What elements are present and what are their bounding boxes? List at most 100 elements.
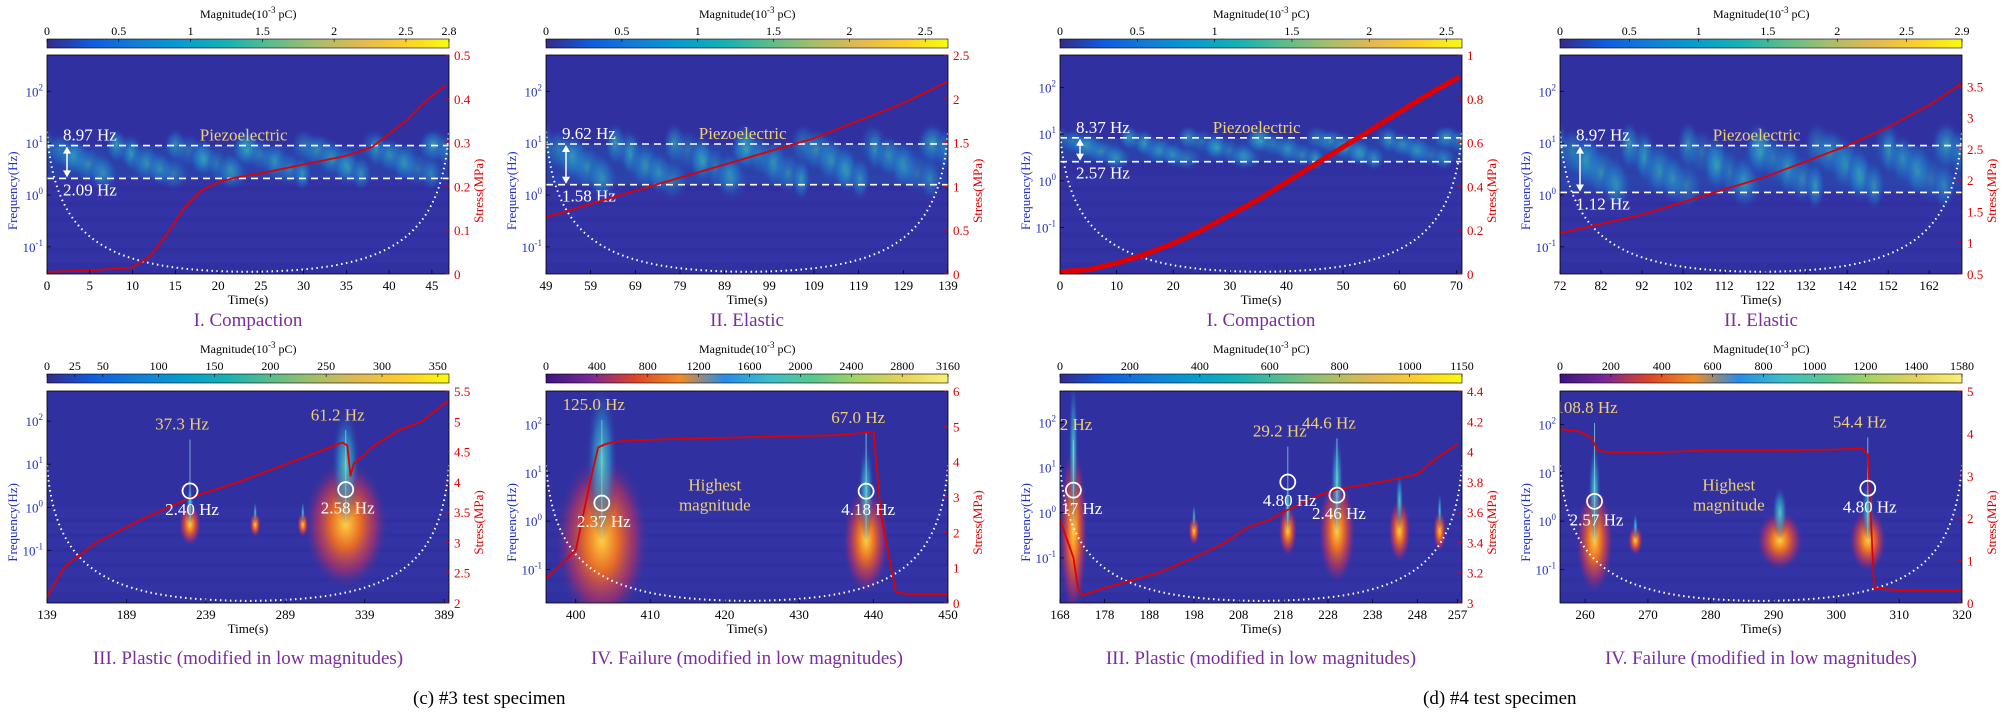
field-texture <box>1060 581 1462 593</box>
plot-area: 37.3 Hz 2.40 Hz 61.2 Hz 2.58 Hz <box>47 399 449 602</box>
y-tick-label: 101 <box>26 134 44 151</box>
x-tick-label: 198 <box>1184 607 1204 622</box>
y2-tick-label: 1 <box>1467 48 1474 63</box>
band-blob <box>87 155 120 192</box>
y2-tick-label: 1 <box>1967 236 1974 251</box>
y2-tick-label: 1 <box>953 179 960 194</box>
y2-tick-label: 5 <box>953 419 960 434</box>
field-texture <box>546 537 948 548</box>
colorbar-tick-label: 2.5 <box>1899 24 1914 38</box>
field-texture <box>47 236 449 248</box>
y-axis-stress: 0 1 2 3 4 5 6 Stress(MPa) <box>944 384 985 611</box>
x-tick-label: 45 <box>425 278 438 293</box>
colorbar-label: Magnitude(10-3 pC) <box>1213 5 1310 21</box>
y-tick-label: 10-1 <box>23 238 44 255</box>
y2-axis-label: Stress(MPa) <box>1984 490 1999 554</box>
colorbar-tick-label: 2 <box>1834 24 1840 38</box>
colorbar: Magnitude(10-3 pC) 0 25 50 100 150 200 250 300 35… <box>44 340 450 384</box>
colorbar-tick-label: 400 <box>588 359 606 373</box>
x-tick-label: 142 <box>1837 278 1857 293</box>
x-tick-label: 112 <box>1715 278 1734 293</box>
colorbar-tick-label: 2.5 <box>1439 24 1454 38</box>
cone-of-influence <box>1060 131 1462 273</box>
y2-axis-label: Stress(MPa) <box>471 159 486 223</box>
field-texture <box>1060 252 1462 264</box>
y2-tick-label: 0.4 <box>1467 179 1484 194</box>
band-name-label: Piezoelectric <box>1713 126 1801 145</box>
x-axis-label: Time(s) <box>727 621 768 636</box>
colorbar: Magnitude(10-3 pC) 0 200 400 600 800 1000 1150 <box>1057 340 1474 384</box>
colorbar: Magnitude(10-3 pC) 0 200 400 600 800 1000 1200 1… <box>1557 340 1974 384</box>
colorbar-tick-label: 1.5 <box>255 24 270 38</box>
y2-tick-label: 2 <box>953 525 960 540</box>
peak-annotation-1: 54.4 Hz 4.80 Hz <box>1833 412 1897 516</box>
peak-circle <box>1859 479 1877 497</box>
y2-tick-label: 3.2 <box>1467 566 1483 581</box>
colorbar-strip <box>1559 38 1963 49</box>
y-axis-stress: 3 3.2 3.4 3.6 3.8 4 4.2 4.4 Stress(MPa) <box>1458 384 1499 611</box>
x-axis: 0 10 20 30 40 50 60 70 Time(s) <box>1057 270 1463 307</box>
peak-2 <box>249 500 261 538</box>
colorbar-tick-label: 1150 <box>1450 359 1474 373</box>
y-tick-label: 102 <box>1039 79 1057 96</box>
colorbar-tick-label: 1 <box>1696 24 1702 38</box>
band-arrow-head <box>1576 184 1584 192</box>
colorbar-tick-label: 0 <box>543 359 549 373</box>
y2-tick-label: 3 <box>953 490 960 505</box>
y-tick-label: 100 <box>525 512 543 529</box>
band-upper-label: 8.37 Hz <box>1076 118 1130 137</box>
band-blob <box>1100 145 1133 172</box>
y2-tick-label: 2 <box>454 596 461 611</box>
y2-tick-label: 1 <box>953 561 960 576</box>
x-tick-label: 15 <box>169 278 182 293</box>
colorbar-tick-label: 0 <box>1057 359 1063 373</box>
y2-tick-label: 1.5 <box>953 136 969 151</box>
y-tick-label: 102 <box>525 82 543 99</box>
band-upper-label: 8.97 Hz <box>1576 126 1630 145</box>
colorbar-tick-label: 600 <box>1261 359 1279 373</box>
colorbar-label: Magnitude(10-3 pC) <box>699 340 796 356</box>
colorbar-tick-label: 0.5 <box>614 24 629 38</box>
colorbar-tick-label: 0 <box>44 24 50 38</box>
colorbar-tick-label: 0 <box>44 359 50 373</box>
y-axis-frequency: 10-1 100 101 102 Frequency(Hz) <box>1518 82 1564 255</box>
y2-tick-label: 2.5 <box>1967 142 1983 157</box>
x-tick-label: 168 <box>1050 607 1070 622</box>
field-texture <box>47 507 449 519</box>
y-tick-label: 101 <box>1539 464 1557 481</box>
piezo-band <box>1560 119 1962 212</box>
x-tick-label: 152 <box>1878 278 1898 293</box>
field-texture <box>546 252 948 264</box>
y-axis-frequency: 10-1 100 101 102 Frequency(Hz) <box>504 82 550 255</box>
colorbar-tick-label: 2800 <box>890 359 914 373</box>
x-tick-label: 30 <box>297 278 310 293</box>
colorbar-tick-label: 0 <box>543 24 549 38</box>
colorbar-label: Magnitude(10-3 pC) <box>699 5 796 21</box>
colorbar-tick-label: 2.9 <box>1955 24 1970 38</box>
y2-tick-label: 0.6 <box>1467 136 1484 151</box>
peak-0 <box>178 439 202 547</box>
y-tick-label: 101 <box>1039 125 1057 142</box>
x-tick-label: 59 <box>584 278 597 293</box>
x-axis-label: Time(s) <box>1741 292 1782 307</box>
highest-magnitude-label: Highest magnitude <box>1693 476 1765 515</box>
peak-hotspot <box>249 511 261 538</box>
plot-area: 9.62 Hz 1.58 Hz Piezoelectric <box>546 80 948 273</box>
peak-1 <box>842 433 891 596</box>
peak-circle-label: 2.58 Hz <box>321 499 375 518</box>
band-fill <box>546 144 948 185</box>
x-tick-label: 109 <box>804 278 824 293</box>
peak-circle-label: 4.80 Hz <box>1843 497 1897 516</box>
peak-frequency-label: 54.4 Hz <box>1833 412 1887 431</box>
x-tick-label: 20 <box>1167 278 1180 293</box>
peak-1 <box>302 405 389 591</box>
band-lower-label: 2.57 Hz <box>1076 164 1130 183</box>
x-tick-label: 289 <box>276 607 296 622</box>
colorbar-tick-label: 350 <box>429 359 447 373</box>
stress-curve <box>546 80 948 218</box>
y2-tick-label: 0.5 <box>953 223 969 238</box>
colorbar-tick-label: 2 <box>1366 24 1372 38</box>
band-arrow-head <box>1076 138 1084 146</box>
colorbar-tick-label: 1.5 <box>1760 24 1775 38</box>
x-tick-label: 257 <box>1448 607 1468 622</box>
